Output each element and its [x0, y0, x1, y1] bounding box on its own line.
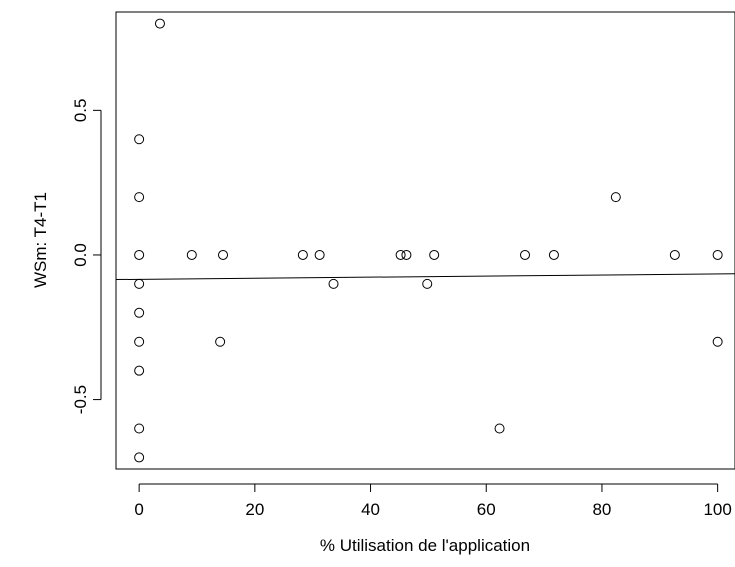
data-point: [328, 278, 339, 289]
y-tick-label: 0.5: [71, 99, 90, 123]
data-point: [134, 336, 145, 347]
x-tick-label: 0: [134, 500, 143, 519]
y-tick-label: 0.0: [71, 243, 90, 267]
data-point: [215, 336, 226, 347]
data-point: [401, 249, 412, 260]
x-axis: 0 20 40 60 80 100: [134, 483, 732, 519]
data-point: [610, 192, 621, 203]
data-point: [186, 249, 197, 260]
data-point: [297, 249, 308, 260]
y-tick-label: -0.5: [71, 385, 90, 414]
data-point: [429, 249, 440, 260]
data-point: [548, 249, 559, 260]
data-point: [669, 249, 680, 260]
data-point: [712, 249, 723, 260]
data-point: [134, 249, 145, 260]
data-point: [422, 278, 433, 289]
data-points: [134, 18, 723, 463]
regression-line: [115, 273, 735, 281]
x-tick-label: 80: [592, 500, 611, 519]
data-point: [154, 18, 165, 29]
x-tick-label: 100: [703, 500, 731, 519]
data-point: [520, 249, 531, 260]
data-point: [134, 452, 145, 463]
x-axis-title: % Utilisation de l'application: [320, 536, 530, 555]
data-point: [134, 192, 145, 203]
y-axis-title: WSm: T4-T1: [31, 192, 50, 288]
data-point: [218, 249, 229, 260]
data-point: [494, 423, 505, 434]
data-point: [395, 249, 406, 260]
x-tick-label: 60: [477, 500, 496, 519]
data-point: [134, 278, 145, 289]
data-point: [134, 307, 145, 318]
data-point: [712, 336, 723, 347]
data-point: [134, 134, 145, 145]
data-point: [314, 249, 325, 260]
data-point: [134, 365, 145, 376]
y-axis: -0.5 0.0 0.5: [71, 99, 102, 414]
x-tick-label: 40: [361, 500, 380, 519]
plot-frame: [115, 11, 735, 470]
x-tick-label: 20: [245, 500, 264, 519]
data-point: [134, 423, 145, 434]
